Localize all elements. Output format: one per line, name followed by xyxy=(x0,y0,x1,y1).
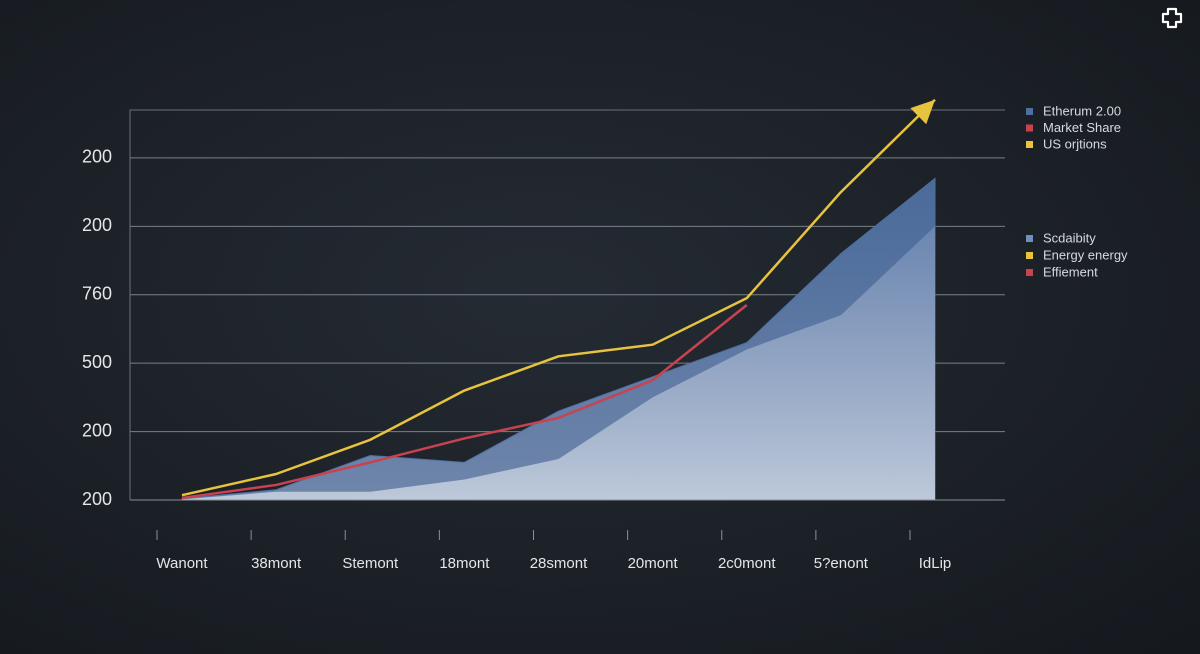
x-tick-label: IdLip xyxy=(919,555,952,572)
x-tick-label: Wanont xyxy=(156,555,208,572)
legend-label: US orjtions xyxy=(1043,136,1107,151)
line xyxy=(181,304,748,500)
line xyxy=(181,98,936,497)
y-tick-label: 200 xyxy=(82,489,112,509)
legend-swatch xyxy=(1026,235,1033,242)
y-tick-label: 760 xyxy=(82,283,112,303)
legend-label: Effiement xyxy=(1043,264,1098,279)
x-tick-label: 20mont xyxy=(628,555,679,572)
band-area xyxy=(182,226,935,500)
legend-label: Market Share xyxy=(1043,120,1121,135)
settings-icon[interactable] xyxy=(1161,7,1183,29)
x-tick-label: Stemont xyxy=(342,555,399,572)
x-tick-label: 38mont xyxy=(251,555,302,572)
icon-shape[interactable] xyxy=(1161,7,1183,29)
y-tick-label: 200 xyxy=(82,147,112,167)
legend-label: Etherum 2.00 xyxy=(1043,103,1121,118)
legend-swatch xyxy=(1026,108,1033,115)
legend-swatch xyxy=(1026,252,1033,259)
plot: 200 200 500 760 200 200 Wanont 38mont Stemont 18m… xyxy=(82,98,1128,572)
x-tick-label: 2c0mont xyxy=(718,555,776,572)
legend-label: Scdaibity xyxy=(1043,230,1096,245)
y-tick-label: 200 xyxy=(82,215,112,235)
y-tick-label: 200 xyxy=(82,420,112,440)
legend-label: Energy energy xyxy=(1043,247,1128,262)
x-tick-label: 28smont xyxy=(530,555,588,572)
arrow-head xyxy=(910,99,935,125)
x-tick-label: 18mont xyxy=(439,555,490,572)
legend-swatch xyxy=(1026,269,1033,276)
x-tick-label: 5?enont xyxy=(814,555,869,572)
y-tick-label: 500 xyxy=(82,352,112,372)
legend-swatch xyxy=(1026,141,1033,148)
legend-swatch xyxy=(1026,124,1033,132)
